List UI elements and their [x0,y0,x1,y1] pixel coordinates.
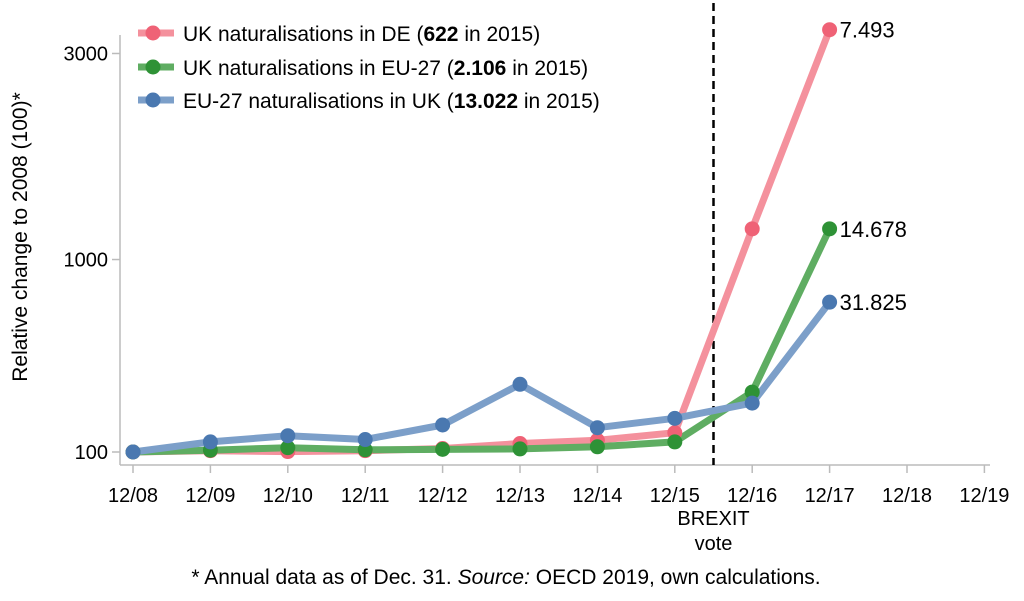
series-3-point [202,434,218,450]
series-3-point [280,428,296,444]
legend-entry-2-part: UK naturalisations in EU-27 ( [183,57,454,80]
x-tick-label: 12/19 [959,485,1009,507]
series-1-end-label: 7.493 [840,18,895,43]
series-3-point [589,420,605,436]
legend-entry-3-part: EU-27 naturalisations in UK ( [183,90,454,113]
series-2-end-label: 14.678 [840,217,907,242]
legend-entry-1-part: UK naturalisations in DE ( [183,23,423,46]
legend-entry-3-part: 13.022 [454,90,518,113]
x-tick-label: 12/08 [108,485,158,507]
legend-entry-3-part: in 2015) [518,90,600,113]
legend-entry-3: EU-27 naturalisations in UK (13.022 in 2… [183,90,600,113]
brexit-label-line2: vote [695,533,733,555]
y-tick-label: 3000 [64,43,109,65]
series-3-point [667,410,683,426]
footnote-part: * Annual data as of Dec. 31. [191,566,457,589]
series-2-point [512,441,528,457]
x-tick-label: 12/09 [185,485,235,507]
footnote: * Annual data as of Dec. 31. Source: OEC… [191,566,820,589]
series-1-point [744,221,760,237]
x-tick-label: 12/18 [882,485,932,507]
series-2-point [280,440,296,456]
series-2-point [589,439,605,455]
brexit-label-line1: BREXIT [677,508,749,530]
series-2-point [667,434,683,450]
series-3-point [357,432,373,448]
legend-entry-2: UK naturalisations in EU-27 (2.106 in 20… [183,57,588,80]
legend-marker-1 [145,25,161,41]
footnote-part: OECD 2019, own calculations. [530,566,821,589]
x-tick-label: 12/16 [727,485,777,507]
series-2-point [357,442,373,458]
series-line-3 [129,298,834,456]
y-axis-title: Relative change to 2008 (100)* [9,92,32,382]
legend-marker-2 [145,59,161,75]
x-tick-label: 12/11 [341,485,390,507]
legend-entry-1-part: in 2015) [458,23,540,46]
x-tick-label: 12/15 [650,485,700,507]
series-3-point [822,294,838,310]
series-3-point [512,376,528,392]
legend-entry-1-part: 622 [423,23,458,46]
legend-entry-2-part: in 2015) [506,57,588,80]
series-3-point [744,395,760,411]
x-tick-label: 12/14 [572,485,622,507]
x-tick-label: 12/12 [418,485,468,507]
y-tick-label: 100 [75,442,108,464]
x-tick-label: 12/13 [495,485,545,507]
series-1-point [822,22,838,38]
series-3-end-label: 31.825 [840,290,907,315]
x-tick-label: 12/10 [263,485,313,507]
legend-entry-2-part: 2.106 [454,57,507,80]
footnote-part: Source: [458,566,530,589]
series-2-point [822,221,838,237]
legend-marker-3 [145,92,161,108]
x-tick-label: 12/17 [805,485,855,507]
y-tick-label: 1000 [64,250,109,272]
legend-entry-1: UK naturalisations in DE (622 in 2015) [183,23,540,46]
series-2-point [744,384,760,400]
series-2-point [435,441,451,457]
series-3-point [125,444,141,460]
series-line-2 [129,225,834,456]
series-3-point [435,417,451,433]
